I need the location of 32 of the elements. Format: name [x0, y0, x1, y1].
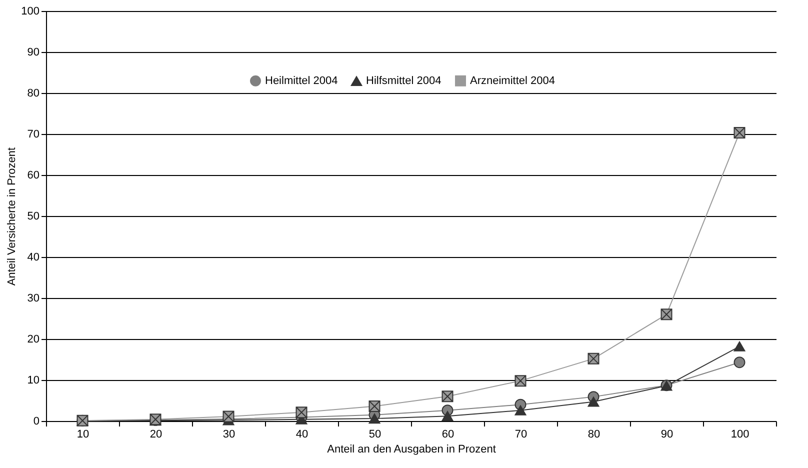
legend-label: Arzneimittel 2004	[470, 74, 555, 87]
x-tick-label: 90	[660, 428, 674, 440]
point	[734, 356, 746, 368]
y-tick-label: 60	[27, 170, 40, 182]
x-tick-label: 80	[588, 428, 600, 440]
x-tick-label: 50	[368, 428, 382, 440]
point	[442, 411, 454, 422]
x-tick-label: 100	[730, 428, 750, 440]
y-axis-title: Anteil Versicherte in Prozent	[6, 147, 18, 286]
x-tick-label: 70	[514, 428, 528, 440]
point	[734, 341, 746, 352]
point	[588, 396, 600, 407]
x-tick-label: 20	[150, 428, 162, 440]
y-tick-label: 70	[27, 128, 40, 140]
y-tick-label: 20	[27, 334, 40, 346]
y-tick-label: 40	[27, 252, 40, 264]
y-tick-label: 100	[21, 6, 40, 18]
y-tick-label: 30	[27, 292, 40, 304]
x-axis-title: Anteil an den Ausgaben in Prozent	[327, 444, 496, 456]
y-tick-label: 0	[33, 416, 40, 428]
x-tick-label: 30	[222, 428, 236, 440]
x-tick-label: 10	[76, 428, 90, 440]
y-tick-label: 90	[27, 46, 40, 58]
legend-label: Heilmittel 2004	[265, 74, 338, 87]
y-tick-label: 10	[27, 374, 40, 386]
legend-label: Hilfsmittel 2004	[366, 75, 442, 88]
y-tick-label: 80	[27, 88, 40, 100]
x-tick-label: 60	[442, 428, 454, 440]
point	[514, 405, 526, 416]
x-tick-label: 40	[296, 428, 308, 440]
point	[368, 414, 380, 424]
y-tick-label: 50	[27, 210, 40, 222]
